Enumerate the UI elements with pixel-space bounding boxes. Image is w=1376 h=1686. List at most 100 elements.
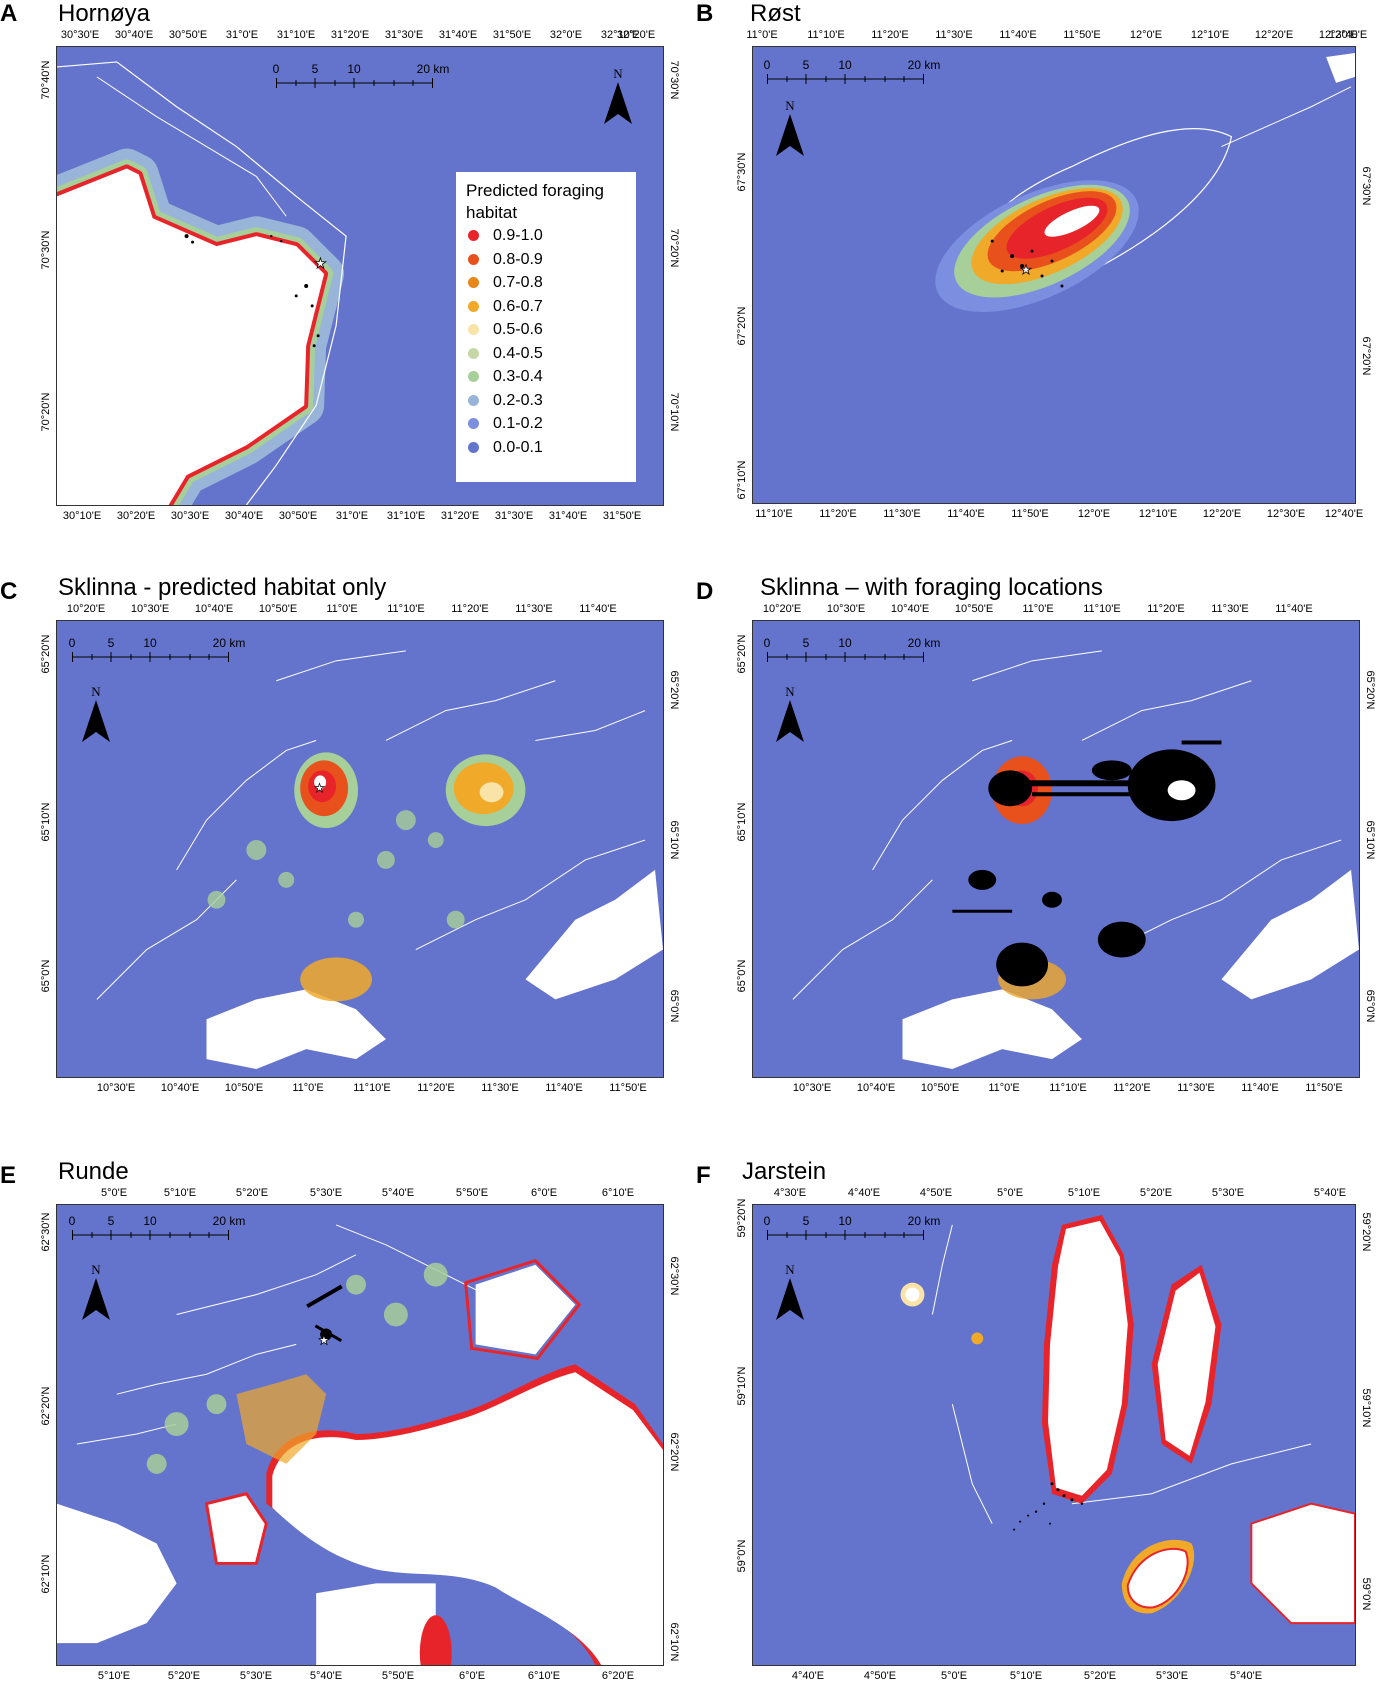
- graticule-label-top: 10°30'E: [130, 603, 170, 615]
- north-arrow-icon: [776, 700, 804, 742]
- graticule-label-left: 70°30'N: [40, 230, 52, 270]
- svg-text:★: ★: [318, 1332, 330, 1347]
- graticule-label-top: 5°10'E: [1067, 1187, 1101, 1199]
- legend-item: 0.2-0.3: [466, 389, 626, 413]
- scale-label: 10: [143, 1214, 157, 1228]
- scale-label: 5: [802, 58, 810, 72]
- graticule-label-top: 31°0'E: [225, 29, 259, 41]
- graticule-label-top: 5°0'E: [996, 1187, 1024, 1199]
- map-runde[interactable]: ★: [56, 1204, 664, 1666]
- graticule-label-top: 11°30'E: [935, 29, 973, 41]
- graticule-label-top: 5°0'E: [100, 1187, 128, 1199]
- graticule-label-left: 67°30'N: [736, 152, 748, 192]
- graticule-label-bottom: 11°10'E: [1049, 1082, 1087, 1094]
- panel-letter: B: [696, 0, 714, 27]
- north-arrow: N: [770, 1262, 810, 1322]
- graticule-label-top: 10°50'E: [258, 603, 298, 615]
- scale-label: 0: [68, 636, 76, 650]
- graticule-label-left: 65°20'N: [736, 634, 748, 674]
- north-label: N: [785, 1262, 795, 1277]
- graticule-label-bottom: 31°0'E: [335, 510, 369, 522]
- legend-swatch: [468, 371, 479, 383]
- graticule-label-bottom: 11°40'E: [1241, 1082, 1279, 1094]
- legend-swatch: [468, 347, 479, 359]
- graticule-label-bottom: 12°10'E: [1138, 508, 1178, 520]
- map-hornoya-graphic: ★: [57, 61, 347, 505]
- scale-bar-line: [767, 652, 924, 662]
- scale-bar: 0 5 10 20 km: [273, 62, 449, 88]
- graticule-label-top: 11°10'E: [807, 29, 845, 41]
- graticule-label-bottom: 11°30'E: [481, 1082, 519, 1094]
- graticule-label-top: 30°50'E: [168, 29, 208, 41]
- map-hornoya[interactable]: ★: [56, 46, 664, 506]
- graticule-label-bottom: 5°20'E: [1083, 1670, 1117, 1682]
- graticule-label-top: 10°50'E: [954, 603, 994, 615]
- graticule-label-left: 59°0'N: [736, 1539, 748, 1573]
- graticule-label-bottom: 11°30'E: [883, 508, 921, 520]
- map-sklinna-habitat[interactable]: ★: [56, 620, 664, 1078]
- panel-title: Røst: [750, 0, 801, 27]
- panel-letter: A: [0, 0, 18, 27]
- graticule-label-top: 6°10'E: [601, 1187, 635, 1199]
- scale-bar-line: [72, 1230, 229, 1240]
- map-rost-graphic: ★: [935, 52, 1355, 313]
- graticule-label-right: 59°20'N: [1360, 1212, 1372, 1252]
- map-jarstein[interactable]: [752, 1204, 1356, 1666]
- graticule-label-top: 30°40'E: [114, 29, 154, 41]
- graticule-label-top: 12°20'E: [1254, 29, 1294, 41]
- graticule-label-right: 67°30'N: [1360, 166, 1372, 206]
- north-label: N: [91, 684, 101, 699]
- scale-bar: 0 5 10 20 km: [68, 636, 245, 662]
- legend-label: 0.1-0.2: [493, 415, 543, 432]
- graticule-label-bottom: 31°40'E: [548, 510, 588, 522]
- graticule-label-top: 12°30'E: [1318, 29, 1358, 41]
- graticule-label-left: 65°0'N: [40, 959, 52, 993]
- legend: Predicted foraging habitat 0.9-1.0 0.8-0…: [456, 172, 636, 482]
- panel-title: Hornøya: [58, 0, 151, 27]
- scale-label: 20 km: [212, 1214, 246, 1228]
- graticule-label-top: 5°20'E: [1139, 1187, 1173, 1199]
- legend-item: 0.9-1.0: [466, 224, 626, 248]
- graticule-label-top: 11°10'E: [1083, 603, 1121, 615]
- legend-label: 0.9-1.0: [493, 227, 543, 244]
- legend-item: 0.0-0.1: [466, 436, 626, 460]
- graticule-label-bottom: 11°20'E: [417, 1082, 455, 1094]
- scale-label: 20 km: [907, 58, 941, 72]
- graticule-label-left: 59°20'N: [736, 1198, 748, 1238]
- map-sklinna-locations[interactable]: [752, 620, 1360, 1078]
- legend-label: 0.8-0.9: [493, 250, 543, 268]
- graticule-label-bottom: 4°50'E: [863, 1670, 897, 1682]
- graticule-label-bottom: 30°50'E: [278, 510, 318, 522]
- scale-label: 5: [311, 62, 319, 76]
- graticule-label-right: 62°20'N: [668, 1432, 680, 1472]
- graticule-label-right: 59°0'N: [1360, 1577, 1372, 1611]
- legend-label: 0.5-0.6: [493, 321, 543, 338]
- map-rost[interactable]: ★: [752, 46, 1356, 504]
- scale-label: 20 km: [416, 62, 450, 76]
- legend-item: 0.3-0.4: [466, 365, 626, 389]
- graticule-label-right: 62°10'N: [668, 1622, 680, 1662]
- graticule-label-bottom: 30°40'E: [224, 510, 264, 522]
- scale-bar: 0 5 10 20 km: [69, 1214, 245, 1240]
- graticule-label-bottom: 11°30'E: [1177, 1082, 1215, 1094]
- graticule-label-bottom: 11°50'E: [609, 1082, 647, 1094]
- graticule-label-left: 70°20'N: [40, 392, 52, 432]
- north-arrow-icon: [604, 82, 632, 124]
- legend-item: 0.8-0.9: [466, 248, 626, 272]
- graticule-label-top: 11°20'E: [1147, 603, 1185, 615]
- graticule-label-left: 67°20'N: [736, 306, 748, 346]
- legend-swatch: [468, 441, 479, 453]
- north-arrow: N: [770, 98, 810, 158]
- svg-text:★: ★: [314, 255, 327, 271]
- graticule-label-top: 6°0'E: [530, 1187, 558, 1199]
- graticule-label-right: 62°30'N: [668, 1256, 680, 1296]
- north-arrow-icon: [776, 1278, 804, 1320]
- graticule-label-bottom: 5°30'E: [239, 1670, 273, 1682]
- graticule-label-right: 70°30'N: [668, 60, 680, 100]
- legend-title: Predicted foraging habitat: [466, 181, 604, 222]
- graticule-label-left: 65°0'N: [736, 959, 748, 993]
- graticule-label-right: 70°20'N: [668, 228, 680, 268]
- graticule-label-bottom: 5°20'E: [167, 1670, 201, 1682]
- panel-letter: C: [0, 578, 18, 605]
- north-arrow: N: [76, 1262, 116, 1322]
